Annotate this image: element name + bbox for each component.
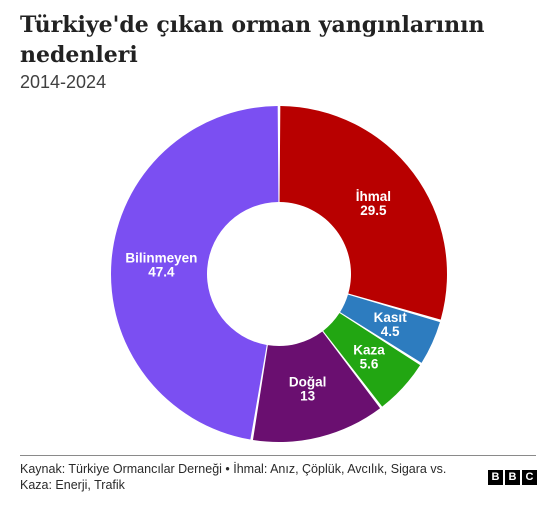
slice-label: Bilinmeyen	[125, 250, 197, 265]
footer-divider	[20, 455, 536, 456]
slice-4	[111, 106, 279, 440]
slice-value: 4.5	[381, 324, 400, 339]
source-note: Kaynak: Türkiye Ormancılar Derneği • İhm…	[20, 462, 447, 492]
bbc-logo-letter: B	[488, 470, 503, 485]
slice-value: 13	[300, 388, 316, 403]
slice-value: 47.4	[148, 264, 175, 279]
donut-slices	[111, 106, 447, 442]
slice-value: 29.5	[360, 203, 387, 218]
slice-3	[252, 331, 381, 442]
slice-label: Kaza	[353, 342, 385, 357]
slice-value: 5.6	[360, 356, 379, 371]
bbc-logo-letter: C	[522, 470, 537, 485]
bbc-logo-letter: B	[505, 470, 520, 485]
slice-label: İhmal	[356, 189, 391, 204]
slice-0	[279, 106, 447, 320]
slice-label: Doğal	[289, 374, 327, 389]
slice-2	[323, 313, 421, 407]
chart-subtitle: 2014-2024	[20, 72, 107, 92]
bbc-logo: B B C	[488, 470, 537, 485]
slice-label: Kasıt	[374, 310, 408, 325]
chart-title: Türkiye'de çıkan orman yangınlarının ned…	[20, 12, 485, 68]
slice-1	[340, 294, 440, 363]
